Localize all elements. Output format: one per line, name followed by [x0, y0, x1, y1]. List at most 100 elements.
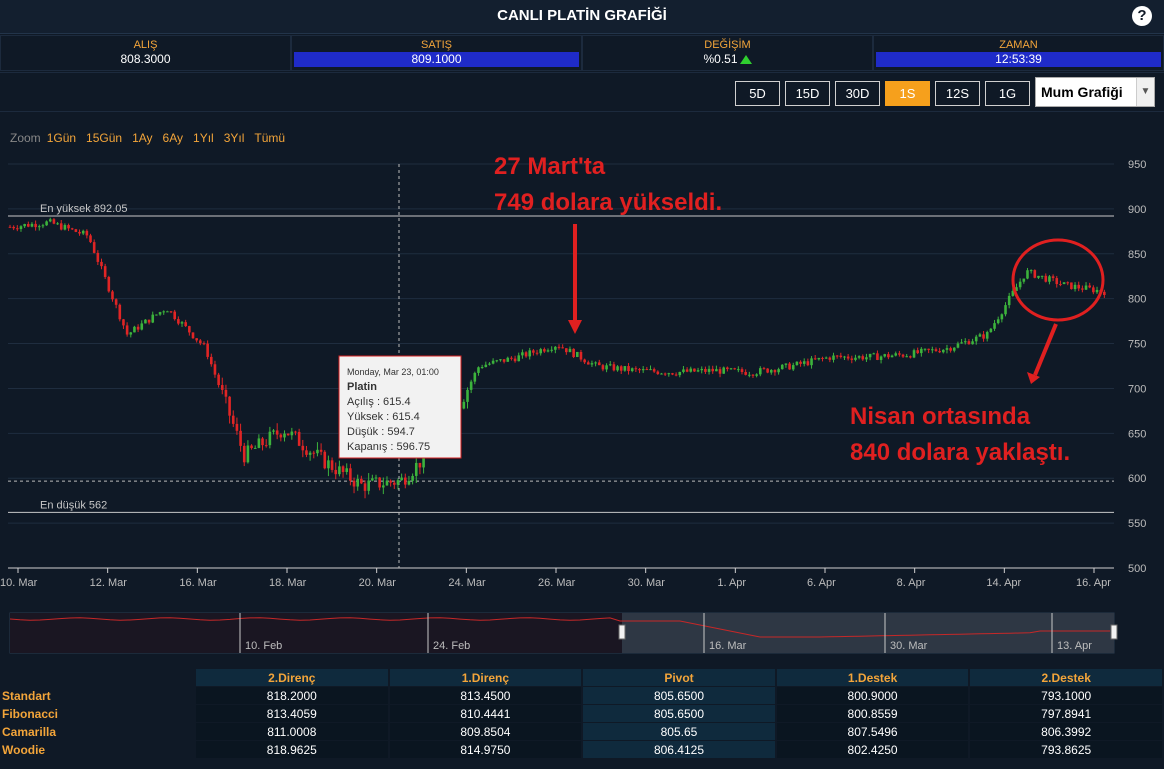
- range-button-5d[interactable]: 5D: [735, 81, 780, 106]
- candle-up: [554, 346, 557, 350]
- pivot-cell: 811.0008: [196, 723, 388, 740]
- candle-down: [927, 348, 930, 350]
- candle-down: [557, 346, 561, 348]
- candle-down: [224, 389, 228, 397]
- candle-up: [345, 468, 349, 473]
- candle-up: [550, 349, 553, 351]
- range-button-15d[interactable]: 15D: [785, 81, 830, 106]
- pivot-cell: 793.8625: [970, 741, 1162, 758]
- candle-down: [1051, 276, 1055, 279]
- quote-change-value: %0.51: [703, 52, 738, 66]
- candle-down: [733, 368, 736, 370]
- candle-down: [535, 352, 539, 354]
- candle-up: [843, 356, 846, 358]
- candle-down: [532, 350, 535, 353]
- candle-up: [729, 368, 733, 370]
- candle-up: [371, 478, 374, 481]
- candle-down: [1070, 282, 1073, 290]
- candle-up: [590, 363, 594, 365]
- range-button-1s[interactable]: 1S: [885, 81, 930, 106]
- range-button-12s[interactable]: 12S: [935, 81, 980, 106]
- candle-up: [641, 369, 645, 371]
- candle-up: [19, 226, 23, 230]
- candle-up: [506, 357, 510, 362]
- candle-up: [1022, 278, 1026, 282]
- candle-up: [56, 223, 59, 225]
- x-tick-label: 16. Apr: [1076, 577, 1111, 589]
- candle-down: [718, 369, 722, 374]
- candle-down: [1103, 291, 1106, 295]
- candle-down: [766, 368, 769, 373]
- candle-up: [623, 366, 627, 371]
- candle-down: [297, 431, 301, 446]
- quote-ask-value: 809.1000: [294, 52, 579, 67]
- candle-down: [693, 368, 696, 372]
- annotation-arrowhead: [568, 320, 582, 334]
- pivot-cell: 800.8559: [776, 705, 969, 722]
- pivot-cell: 806.4125: [583, 741, 775, 758]
- pivot-cell: 805.65: [583, 723, 775, 740]
- candle-up: [971, 341, 974, 345]
- candle-up: [257, 438, 261, 448]
- candle-up: [180, 322, 184, 324]
- candle-down: [751, 374, 755, 376]
- candle-up: [495, 360, 499, 362]
- zoom-6ay[interactable]: 6Ay: [162, 131, 184, 145]
- quote-bid-label: ALIŞ: [133, 39, 158, 51]
- candle-down: [74, 229, 78, 232]
- candle-up: [528, 350, 532, 357]
- candle-down: [85, 230, 89, 236]
- candle-down: [898, 353, 901, 355]
- pivot-cell: 805.6500: [583, 705, 775, 722]
- candle-up: [499, 359, 502, 361]
- zoom-15gun[interactable]: 15Gün: [86, 131, 123, 145]
- candle-up: [682, 369, 685, 372]
- candle-up: [253, 447, 257, 449]
- candle-down: [118, 304, 122, 320]
- candle-up: [316, 449, 319, 454]
- candle-down: [524, 352, 528, 357]
- navigator-chart[interactable]: 10. Feb 24. Feb 16. Mar 30. Mar 13. Apr: [0, 605, 1164, 660]
- price-chart[interactable]: 500 550 600 650 700 750 800 850 900 950 10. Mar 12.…: [0, 150, 1164, 600]
- candle-down: [319, 449, 323, 452]
- candle-down: [502, 359, 506, 362]
- candle-up: [414, 462, 418, 476]
- candle-up: [45, 221, 48, 226]
- zoom-1gun[interactable]: 1Gün: [46, 131, 77, 145]
- candle-down: [78, 231, 81, 234]
- tooltip-date: Monday, Mar 23, 01:00: [347, 367, 439, 377]
- candle-up: [407, 480, 411, 485]
- candle-down: [191, 332, 195, 339]
- zoom-label: Zoom: [10, 131, 41, 145]
- candle-down: [70, 228, 74, 230]
- candle-down: [213, 364, 217, 375]
- candle-down: [228, 396, 231, 416]
- help-icon[interactable]: ?: [1132, 6, 1152, 26]
- candle-down: [305, 450, 308, 455]
- chevron-down-icon[interactable]: ▼: [1136, 78, 1154, 106]
- candle-down: [301, 445, 305, 451]
- zoom-3yil[interactable]: 3Yıl: [223, 131, 245, 145]
- annotation-top-line2: 749 dolara yükseldi.: [494, 189, 722, 216]
- candle-down: [27, 224, 30, 227]
- pivot-row-camarilla: Camarilla 811.0008 809.8504 805.65 807.5…: [2, 723, 1162, 740]
- range-button-30d[interactable]: 30D: [835, 81, 880, 106]
- zoom-1ay[interactable]: 1Ay: [132, 131, 153, 145]
- quote-bid: ALIŞ 808.3000: [0, 35, 291, 71]
- candle-up: [700, 368, 704, 371]
- pivot-cell: 810.4441: [389, 705, 582, 722]
- candle-down: [341, 466, 345, 473]
- candle-down: [360, 478, 363, 484]
- candle-up: [1048, 276, 1051, 282]
- candle-down: [100, 261, 103, 267]
- zoom-tumu[interactable]: Tümü: [254, 131, 286, 145]
- candle-down: [938, 351, 941, 353]
- range-button-1g[interactable]: 1G: [985, 81, 1030, 106]
- candle-down: [835, 355, 839, 357]
- x-tick-label: 14. Apr: [986, 577, 1021, 589]
- zoom-1yil[interactable]: 1Yıl: [193, 131, 214, 145]
- x-tick-label: 24. Mar: [448, 577, 486, 589]
- candle-down: [543, 349, 546, 352]
- chart-type-select[interactable]: Mum Grafiği ▼: [1035, 77, 1155, 107]
